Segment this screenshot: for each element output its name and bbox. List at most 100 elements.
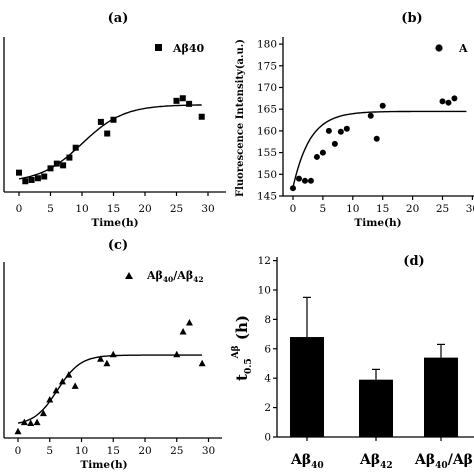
data-point — [16, 169, 22, 176]
y-tick-label: 10 — [258, 285, 271, 297]
x-tick-label: 0 — [16, 203, 23, 215]
x-tick-label: 10 — [75, 445, 88, 457]
panel-c-legend-sub2: 42 — [193, 275, 203, 284]
data-point — [52, 386, 60, 394]
panel-c-title: (c) — [108, 238, 128, 253]
data-point — [97, 355, 105, 362]
data-point — [110, 116, 117, 123]
data-point — [301, 177, 308, 184]
panel-a-legend-marker — [155, 44, 162, 51]
data-point — [186, 100, 193, 107]
data-point — [173, 97, 180, 104]
data-point — [179, 328, 187, 335]
data-point — [22, 178, 29, 185]
x-tick-label: 5 — [47, 203, 54, 215]
data-point — [337, 128, 344, 135]
x-tick-label: 15 — [107, 445, 120, 457]
data-point — [34, 175, 41, 182]
data-point — [27, 419, 35, 427]
x-tick-label: 25 — [170, 203, 183, 215]
data-point — [28, 176, 35, 183]
panel-b-y-label: Fluorescence Intensity(a.u.) — [235, 39, 246, 197]
panel-c-legend-sub1: 40 — [163, 275, 173, 284]
panel-c-legend-mid: /Aβ — [173, 269, 193, 282]
panel-a: (a) Aβ40 Time(h) 0 5 10 15 20 25 30 — [3, 11, 226, 229]
x-tick-label: 10 — [346, 203, 359, 215]
data-point — [373, 135, 380, 142]
data-point — [179, 95, 186, 102]
y-tick-label: 155 — [257, 147, 277, 159]
x-tick-label: 15 — [107, 203, 120, 215]
category-label-main: Aβ — [414, 452, 435, 468]
data-point — [47, 165, 54, 172]
x-tick-label: 0 — [290, 203, 297, 215]
data-point — [313, 153, 320, 160]
data-point — [97, 118, 104, 125]
y-tick-label: 175 — [257, 60, 277, 72]
x-tick-label: 5 — [320, 203, 327, 215]
bar — [290, 337, 324, 437]
data-point — [104, 130, 111, 137]
panel-b-legend-text: A — [458, 42, 468, 55]
category-label: Aβ42 — [359, 452, 393, 471]
data-point — [367, 112, 374, 119]
data-point — [53, 160, 60, 167]
data-point — [58, 377, 66, 385]
x-tick-label: 30 — [466, 203, 474, 215]
data-point — [173, 350, 181, 358]
panel-d-bars — [290, 296, 458, 437]
data-point — [319, 149, 326, 156]
y-tick-label: 2 — [264, 402, 271, 414]
fit-curve — [17, 354, 203, 424]
x-tick-label: 10 — [75, 203, 88, 215]
data-point — [379, 102, 386, 109]
panel-a-x-label: Time(h) — [91, 217, 138, 229]
panel-b-y-ticks: 145 150 155 160 165 170 175 180 — [257, 39, 283, 203]
category-label-main: Aβ — [359, 452, 380, 468]
y-tick-label: 145 — [257, 191, 277, 203]
panel-b-x-label: Time(h) — [354, 217, 401, 229]
panel-d-y-label-main: t — [233, 374, 251, 381]
data-point — [71, 382, 79, 389]
data-point — [307, 177, 314, 184]
panel-c-legend-main: Aβ — [146, 269, 163, 282]
category-label-sub: 40 — [435, 461, 448, 471]
x-tick-label: 0 — [15, 445, 22, 457]
data-point — [72, 144, 79, 151]
data-point — [103, 359, 111, 367]
data-point — [325, 127, 332, 134]
panel-c-legend-label: Aβ40/Aβ42 — [146, 269, 204, 284]
category-label: Aβ40 — [290, 452, 324, 471]
y-tick-label: 160 — [257, 125, 277, 137]
data-point — [331, 140, 338, 147]
panel-b-x-ticks: 0 5 10 15 20 25 30 — [290, 196, 474, 215]
y-tick-label: 165 — [257, 104, 277, 116]
category-label-rest: /Aβ — [448, 452, 473, 468]
panel-b: (b) A Time(h) Fluorescence Intensity(a.u… — [235, 11, 474, 229]
y-tick-label: 6 — [264, 343, 271, 355]
x-tick-label: 20 — [138, 445, 151, 457]
x-tick-label: 25 — [436, 203, 449, 215]
data-point — [39, 409, 47, 417]
x-tick-label: 30 — [202, 445, 215, 457]
x-tick-label: 5 — [46, 445, 53, 457]
data-point — [66, 154, 73, 161]
category-label-sub: 40 — [311, 461, 324, 471]
panel-c: (c) Aβ40/Aβ42 Time(h) 0 5 10 15 20 25 30 — [3, 238, 222, 471]
panel-b-title: (b) — [401, 11, 422, 26]
data-point — [65, 371, 73, 378]
data-point — [14, 427, 22, 435]
panel-a-marks — [16, 95, 205, 185]
bar — [424, 357, 458, 437]
panel-a-legend-text: Aβ40 — [172, 42, 204, 55]
fit-curve — [18, 104, 202, 180]
panel-c-x-label: Time(h) — [80, 459, 127, 471]
data-point — [109, 350, 117, 358]
data-point — [295, 175, 302, 182]
category-label-main: Aβ — [290, 452, 311, 468]
x-tick-label: 15 — [376, 203, 389, 215]
panel-a-legend-label: Aβ40 — [172, 42, 204, 55]
panel-d-title: (d) — [403, 254, 424, 269]
y-tick-label: 150 — [257, 169, 277, 181]
